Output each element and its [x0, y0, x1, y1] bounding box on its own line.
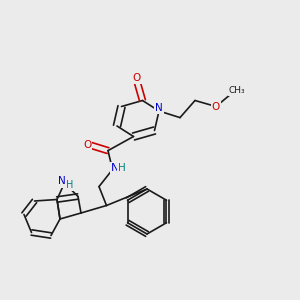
Text: N: N: [58, 176, 66, 187]
Text: H: H: [118, 163, 126, 173]
Text: O: O: [132, 73, 141, 83]
Text: CH₃: CH₃: [229, 86, 245, 95]
Text: N: N: [155, 103, 163, 113]
Text: H: H: [66, 180, 74, 190]
Text: O: O: [83, 140, 91, 150]
Text: O: O: [212, 101, 220, 112]
Text: N: N: [111, 163, 119, 173]
